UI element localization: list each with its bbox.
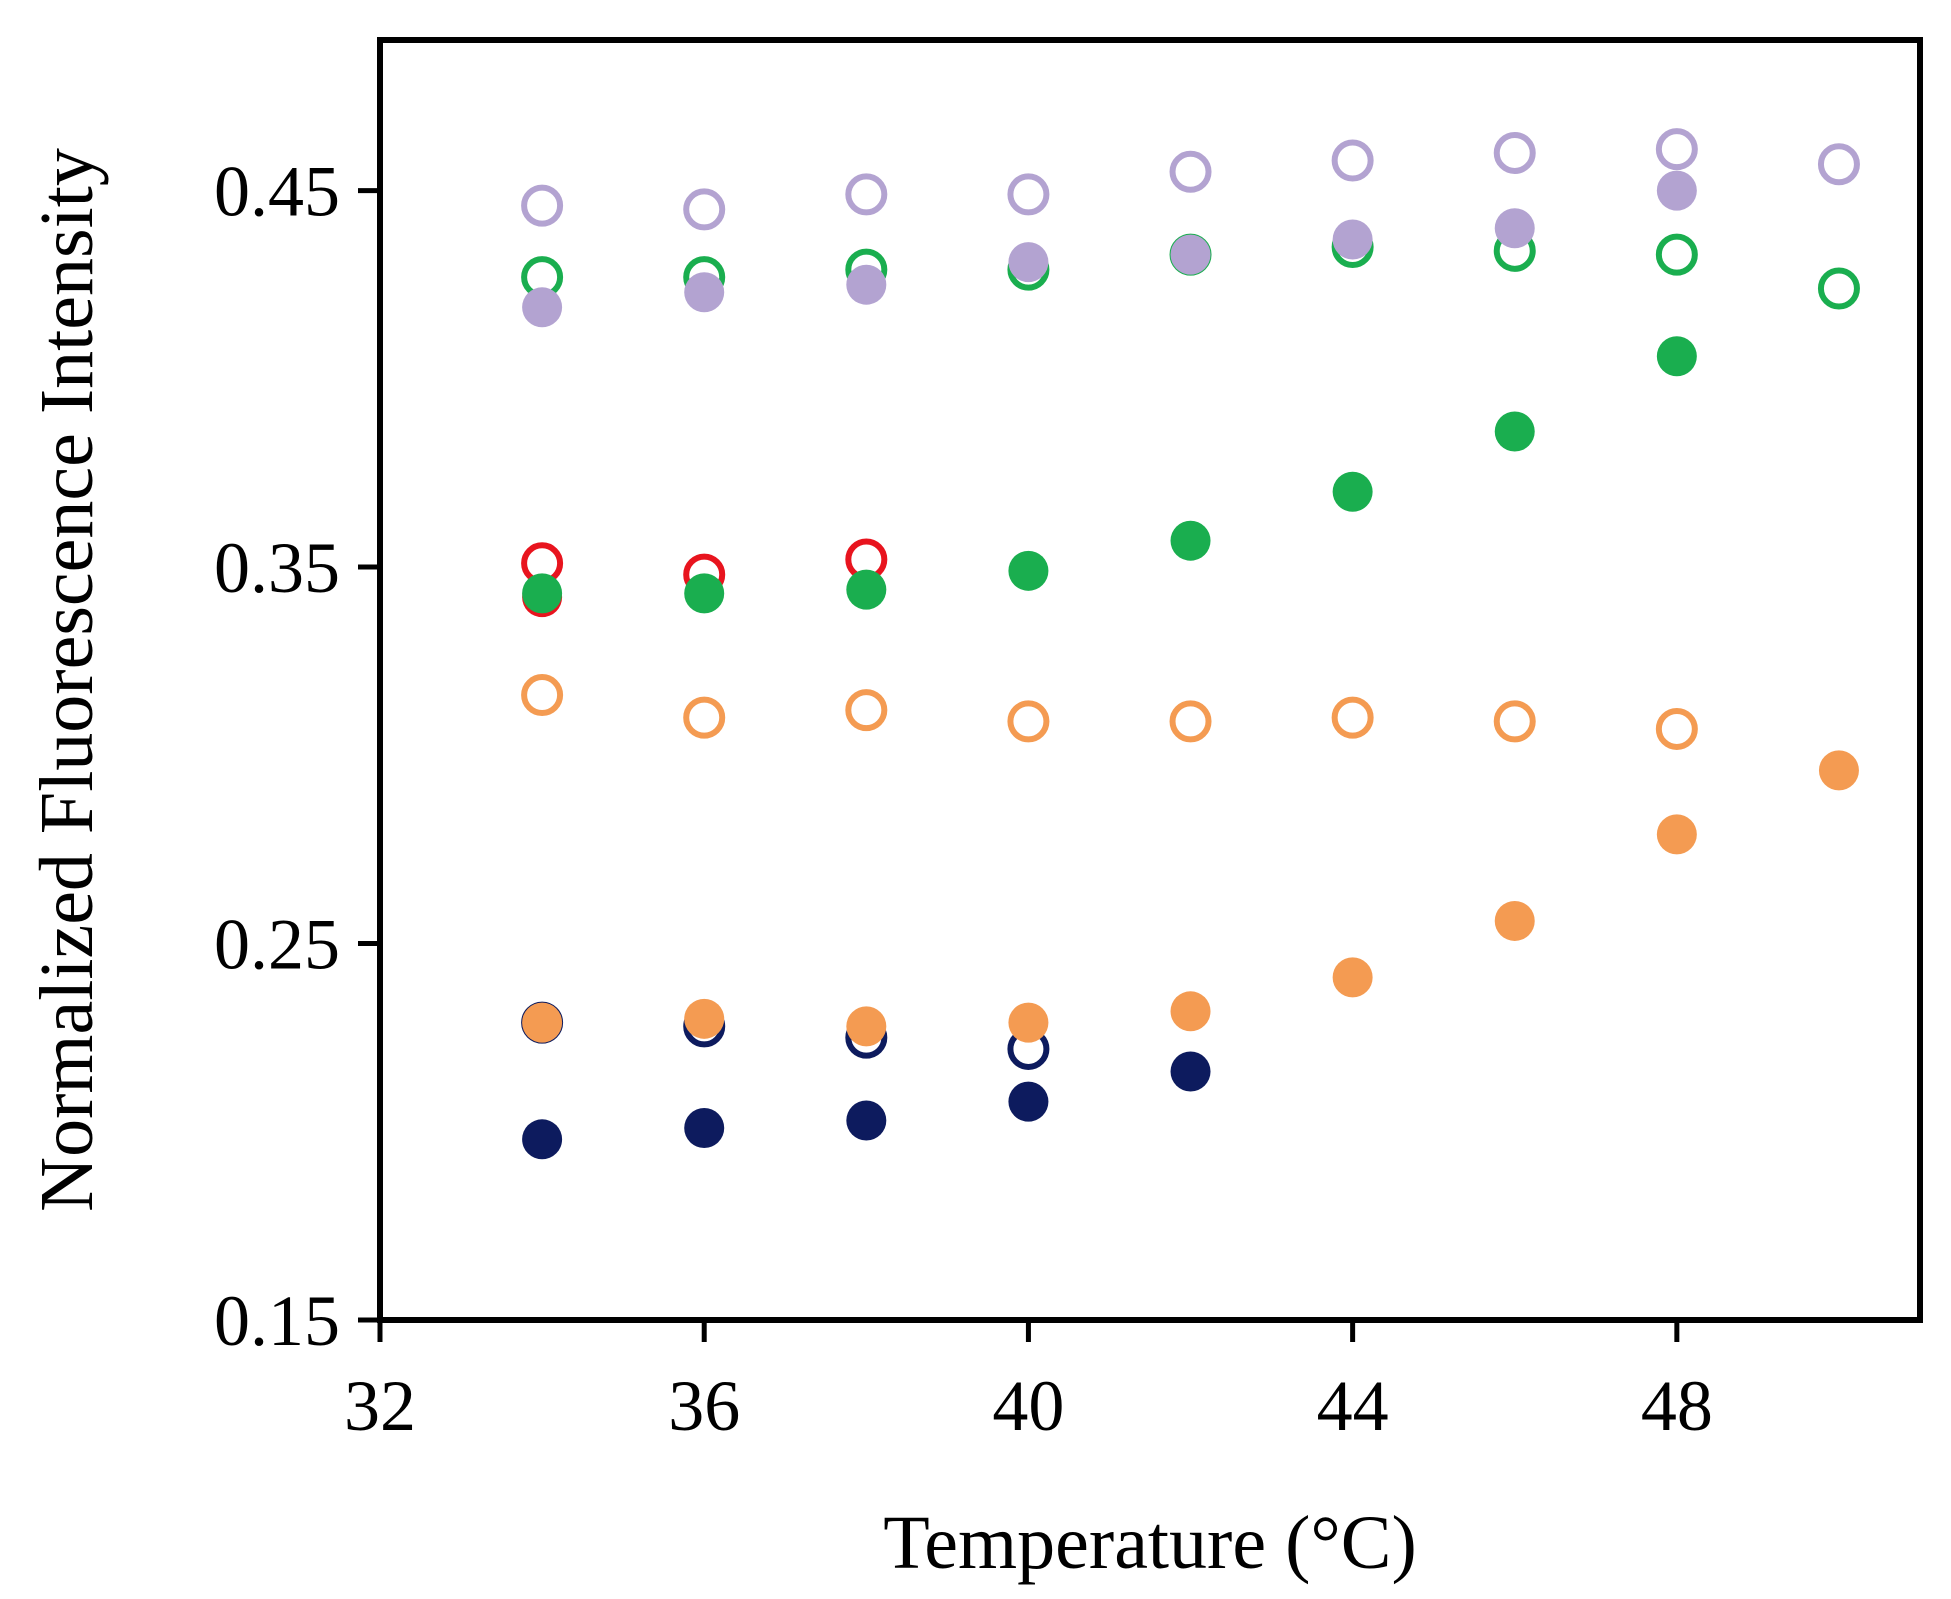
data-point-orange-filled [1170,991,1211,1032]
data-point-purple-filled [684,272,725,313]
data-point-purple-open [1655,128,1698,171]
data-points [521,128,1860,1160]
data-point-orange-filled [846,1006,887,1047]
data-point-navy-filled [846,1100,887,1141]
data-point-navy-filled [522,1119,563,1160]
data-point-orange-open [845,689,888,732]
series-green-filled [522,336,1697,614]
y-tick-label: 0.35 [214,528,340,608]
data-point-orange-open [1493,700,1536,743]
data-point-green-filled [1332,471,1373,512]
data-point-orange-open [1169,700,1212,743]
series-purple-filled [522,170,1697,328]
series-purple-open [521,128,1860,231]
data-point-purple-open [1817,143,1860,186]
data-point-purple-open [521,184,564,227]
data-point-orange-open [521,674,564,717]
data-point-purple-filled [1170,234,1211,275]
data-point-orange-filled [1008,1002,1049,1043]
y-axis-ticks: 0.15 0.25 0.35 0.45 [214,152,380,1361]
x-tick-label: 44 [1317,1366,1389,1446]
x-tick-label: 48 [1641,1366,1713,1446]
y-tick-label: 0.15 [214,1281,340,1361]
x-tick-label: 36 [668,1366,740,1446]
data-point-orange-filled [1494,900,1535,941]
data-point-orange-filled [1332,957,1373,998]
data-point-purple-open [1331,139,1374,182]
x-tick-label: 32 [344,1366,416,1446]
data-point-purple-filled [1008,242,1049,283]
x-axis-title: Temperature (°C) [883,1501,1417,1585]
data-point-green-filled [1656,336,1697,377]
data-point-navy-filled [1170,1051,1211,1092]
data-point-green-open [1817,267,1860,310]
data-point-orange-open [1655,707,1698,750]
data-point-navy-filled [1008,1081,1049,1122]
data-point-orange-open [683,696,726,739]
x-axis-ticks: 32 36 40 44 48 [344,1320,1713,1446]
data-point-orange-filled [1656,814,1697,855]
data-point-navy-filled [684,1108,725,1148]
data-point-orange-open [1007,700,1050,743]
series-navy-open [521,1001,1050,1070]
data-point-orange-filled [522,1002,563,1043]
data-point-purple-open [845,173,888,216]
data-point-purple-open [683,188,726,231]
series-orange-open [521,674,1698,750]
data-point-orange-filled [684,998,725,1039]
data-point-purple-open [1169,150,1212,193]
series-orange-filled [522,750,1859,1047]
plot-frame [377,37,1923,1323]
y-tick-label: 0.25 [214,905,340,985]
data-point-purple-filled [1494,208,1535,249]
data-point-orange-open [1331,696,1374,739]
data-point-green-filled [1494,411,1535,452]
data-point-green-filled [1170,520,1211,561]
data-point-purple-filled [1332,219,1373,260]
data-point-green-filled [846,569,887,610]
x-tick-label: 40 [992,1366,1064,1446]
data-point-orange-filled [1818,750,1859,791]
data-point-green-filled [684,573,725,614]
data-point-purple-filled [1656,170,1697,211]
data-point-purple-open [1007,173,1050,216]
data-point-purple-open [1493,131,1536,174]
data-point-green-filled [1008,550,1049,591]
data-point-green-filled [522,573,563,614]
y-axis-title: Normalized Fluorescence Intensity [25,148,109,1212]
data-point-green-open [1655,233,1698,276]
y-tick-label: 0.45 [214,152,340,232]
series-navy-filled [522,1051,1211,1160]
data-point-purple-filled [522,287,563,328]
data-point-purple-filled [846,264,887,305]
